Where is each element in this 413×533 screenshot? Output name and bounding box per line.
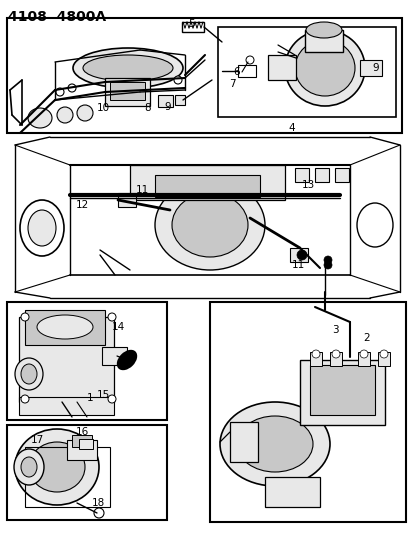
Ellipse shape xyxy=(379,350,387,358)
Ellipse shape xyxy=(173,76,182,84)
Bar xyxy=(72,435,92,447)
Ellipse shape xyxy=(68,84,76,92)
Bar xyxy=(267,55,295,80)
Bar xyxy=(19,317,114,402)
Ellipse shape xyxy=(57,107,73,123)
Ellipse shape xyxy=(171,193,247,257)
Bar xyxy=(377,352,389,366)
Ellipse shape xyxy=(236,416,312,472)
Ellipse shape xyxy=(21,364,37,384)
Bar xyxy=(264,477,319,507)
Bar xyxy=(334,168,348,182)
Bar xyxy=(314,168,328,182)
Ellipse shape xyxy=(83,55,173,81)
Bar xyxy=(299,360,384,425)
Text: 17: 17 xyxy=(30,435,43,445)
Ellipse shape xyxy=(77,105,93,121)
Text: 7: 7 xyxy=(228,79,235,89)
Ellipse shape xyxy=(28,210,56,246)
Ellipse shape xyxy=(305,22,341,38)
Ellipse shape xyxy=(73,48,183,88)
Bar xyxy=(25,447,110,507)
Text: 11: 11 xyxy=(291,260,304,270)
Bar xyxy=(182,22,204,32)
Ellipse shape xyxy=(56,88,64,96)
Text: 18: 18 xyxy=(91,498,104,508)
Text: 1: 1 xyxy=(86,393,93,403)
Bar xyxy=(289,248,307,262)
Text: 16: 16 xyxy=(75,427,88,437)
Ellipse shape xyxy=(311,350,319,358)
Ellipse shape xyxy=(116,350,137,370)
Ellipse shape xyxy=(94,508,104,518)
Bar xyxy=(19,397,114,415)
Ellipse shape xyxy=(296,250,306,260)
Ellipse shape xyxy=(294,40,354,96)
Text: 3: 3 xyxy=(331,325,337,335)
Ellipse shape xyxy=(323,256,331,264)
Bar xyxy=(209,302,405,522)
Text: 4108  4800A: 4108 4800A xyxy=(8,10,106,24)
Text: 2: 2 xyxy=(363,333,369,343)
Bar xyxy=(218,27,395,117)
Ellipse shape xyxy=(284,30,364,106)
Text: 15: 15 xyxy=(96,390,109,400)
Bar xyxy=(102,347,127,365)
Text: 9: 9 xyxy=(372,63,378,73)
Ellipse shape xyxy=(323,261,331,269)
Bar xyxy=(79,439,93,449)
Bar xyxy=(309,352,321,366)
Bar xyxy=(158,95,173,107)
Ellipse shape xyxy=(14,449,44,485)
Text: 14: 14 xyxy=(111,322,124,332)
Ellipse shape xyxy=(331,350,339,358)
Bar xyxy=(294,168,308,182)
Ellipse shape xyxy=(21,457,37,477)
Ellipse shape xyxy=(37,315,93,339)
Bar xyxy=(25,310,105,345)
Bar xyxy=(7,425,166,520)
Bar xyxy=(110,82,145,100)
Bar xyxy=(105,78,150,106)
Ellipse shape xyxy=(29,442,85,492)
Ellipse shape xyxy=(15,358,43,390)
Ellipse shape xyxy=(108,395,116,403)
Bar xyxy=(7,18,401,133)
Ellipse shape xyxy=(28,108,52,128)
Bar xyxy=(357,352,369,366)
Bar xyxy=(329,352,341,366)
Text: 13: 13 xyxy=(301,180,314,190)
Text: 9: 9 xyxy=(164,102,171,112)
Ellipse shape xyxy=(245,56,254,64)
Text: 4: 4 xyxy=(288,123,294,133)
Text: 5: 5 xyxy=(188,19,195,29)
Text: 10: 10 xyxy=(96,103,109,113)
Ellipse shape xyxy=(21,395,29,403)
Ellipse shape xyxy=(21,313,29,321)
Bar xyxy=(175,95,185,105)
Text: 12: 12 xyxy=(75,200,88,210)
Ellipse shape xyxy=(108,313,116,321)
Bar xyxy=(359,60,381,76)
Bar xyxy=(304,30,342,52)
Bar xyxy=(130,165,284,200)
Bar xyxy=(309,365,374,415)
Bar xyxy=(230,422,257,462)
Bar xyxy=(118,193,136,207)
Ellipse shape xyxy=(154,180,264,270)
Bar xyxy=(67,440,97,460)
Ellipse shape xyxy=(219,402,329,486)
Ellipse shape xyxy=(359,350,367,358)
Bar xyxy=(154,175,259,197)
Ellipse shape xyxy=(15,429,99,505)
Bar xyxy=(7,302,166,420)
Bar xyxy=(237,65,255,77)
Text: 8: 8 xyxy=(144,103,151,113)
Text: 11: 11 xyxy=(135,185,148,195)
Text: 6: 6 xyxy=(233,67,240,77)
